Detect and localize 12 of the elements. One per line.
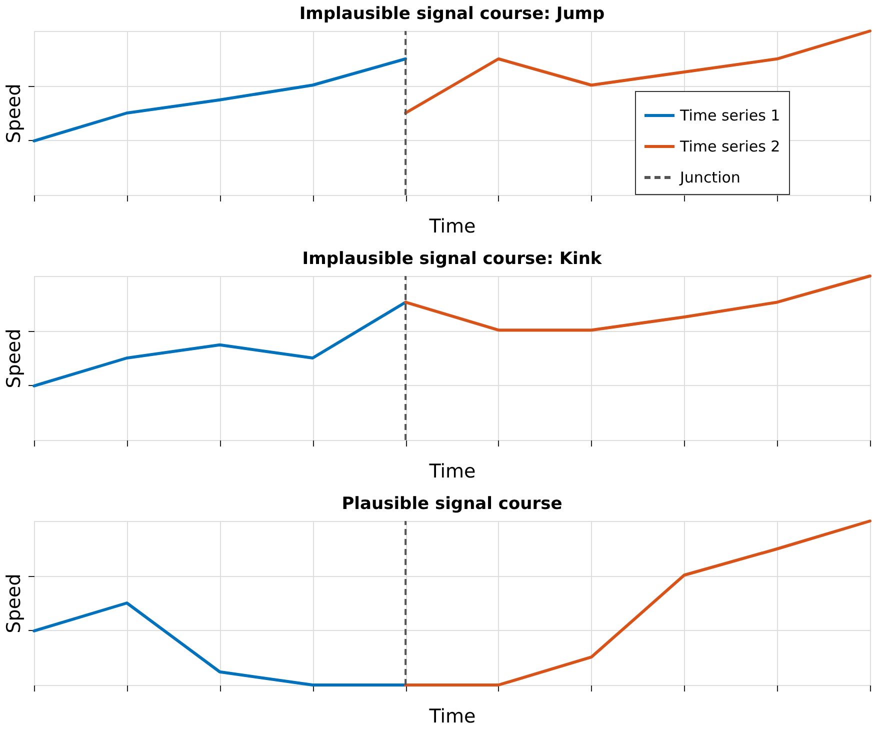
chart-title: Plausible signal course [342,494,562,514]
legend-label: Time series 2 [679,138,780,156]
x-axis-title: Time [428,460,476,482]
text: Junction [680,168,740,186]
x-axis-title: Time [428,216,476,238]
legend-label: Time series 1 [679,106,780,124]
x-axis-title: Time [428,706,476,728]
y-axis-title: Speed [3,574,25,634]
y-axis-title: Speed [3,328,25,388]
y-axis-title: Speed [3,84,25,144]
chart-title: Implausible signal course: Jump [299,4,605,24]
chart-title: Implausible signal course: Kink [302,249,602,269]
